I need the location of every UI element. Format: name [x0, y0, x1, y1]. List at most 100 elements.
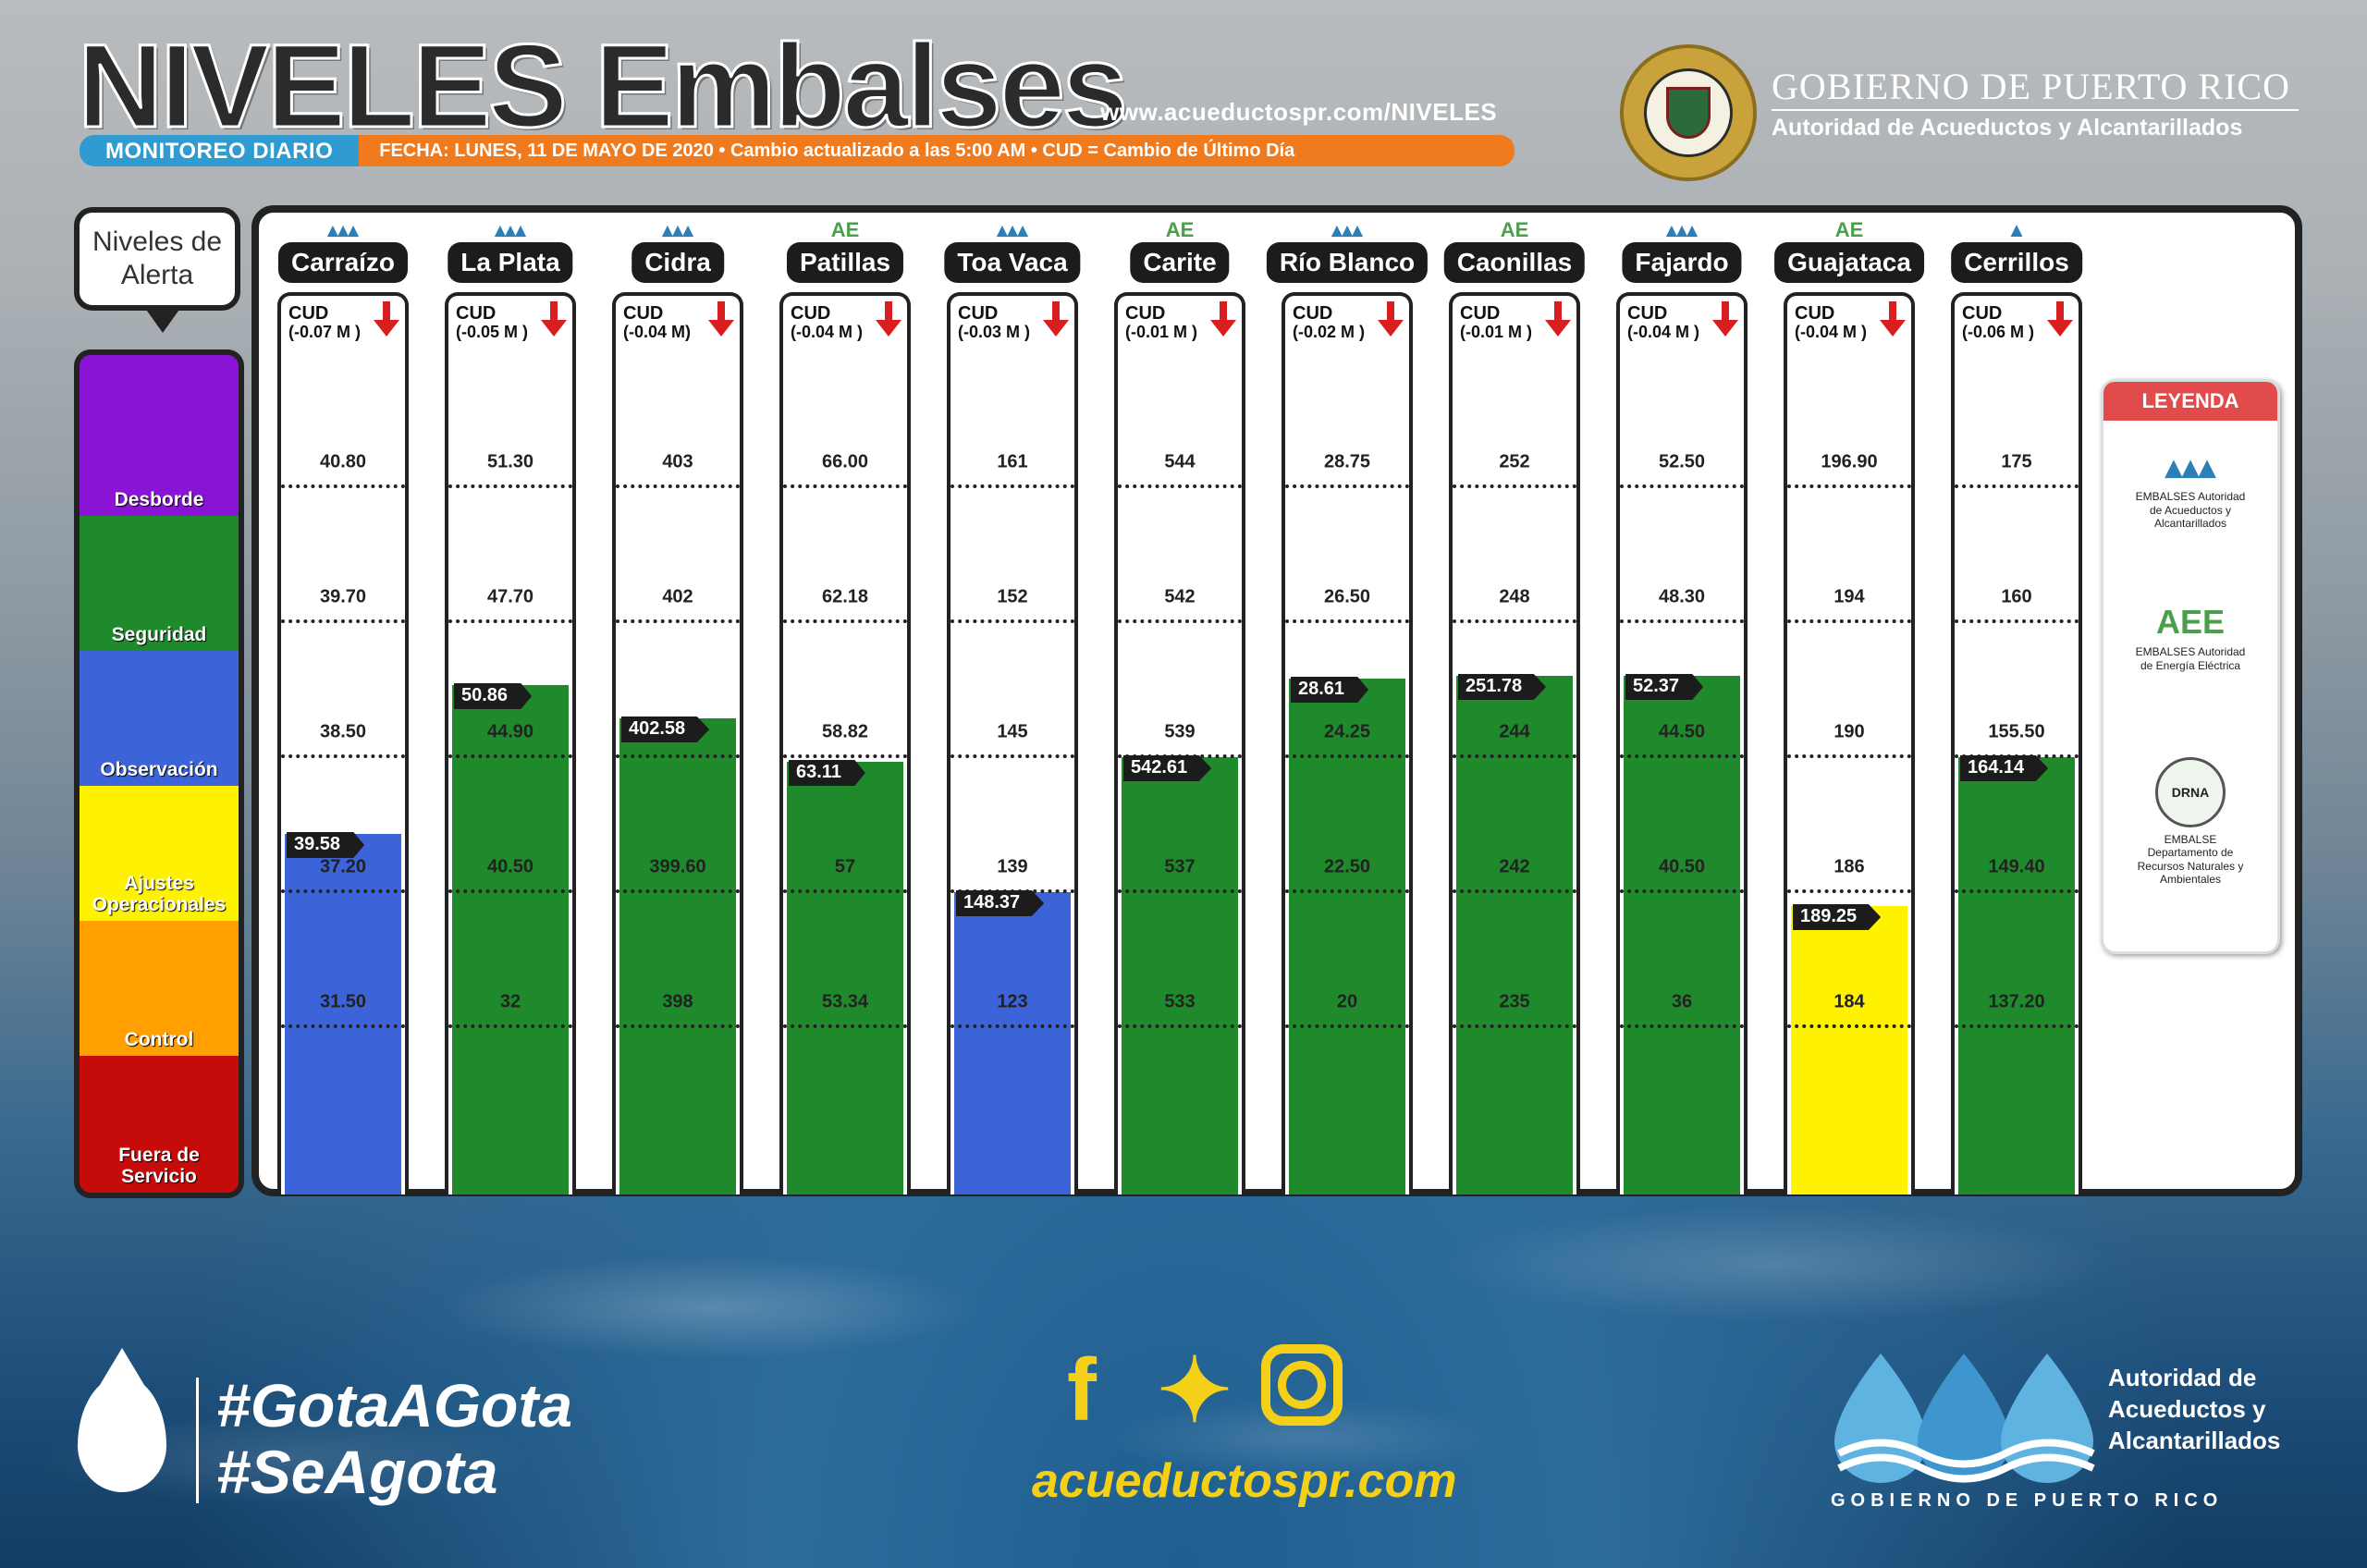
reservoir-name: Fajardo — [1622, 242, 1742, 283]
reservoir-name: La Plata — [448, 242, 573, 283]
threshold-value: 542 — [1164, 586, 1196, 607]
threshold-line — [1285, 619, 1409, 623]
threshold-line — [448, 1024, 572, 1028]
reservoir-tube: CUD (-0.02 M ) 28.75 26.50 24.25 22.50 20 28.61 — [1282, 292, 1413, 1194]
threshold-line — [281, 754, 405, 758]
threshold-line — [1453, 484, 1576, 488]
threshold-line — [448, 889, 572, 893]
threshold-line — [783, 484, 907, 488]
down-arrow-icon — [541, 301, 567, 338]
threshold-line — [281, 484, 405, 488]
reservoir-level-fill — [787, 762, 903, 1194]
reservoir-tube: CUD (-0.04 M ) 66.00 62.18 58.82 57 53.34 63.11 — [779, 292, 911, 1194]
alert-level-fuera-de-servicio: Fuera de Servicio — [80, 1056, 239, 1193]
threshold-line — [1955, 484, 2079, 488]
threshold-line — [1787, 754, 1911, 758]
reservoir-level-fill — [1624, 676, 1740, 1194]
cud-label: CUD — [1460, 303, 1501, 324]
aaa-footer-gov: GOBIERNO DE PUERTO RICO — [1831, 1490, 2224, 1511]
cud-change: (-0.05 M ) — [456, 323, 529, 341]
threshold-line — [950, 484, 1074, 488]
hashtag-gotaagota: #GotaAGota — [216, 1371, 573, 1439]
reservoir-tube: CUD (-0.04 M ) 52.50 48.30 44.50 40.50 36 52.37 — [1616, 292, 1748, 1194]
cud-change: (-0.03 M ) — [958, 323, 1031, 341]
threshold-value: 52.50 — [1658, 451, 1706, 472]
cud-change: (-0.02 M ) — [1293, 323, 1366, 341]
threshold-line — [1620, 619, 1744, 623]
cud-value: CUD (-0.04 M ) — [1795, 303, 1867, 342]
threshold-value: 160 — [2001, 586, 2032, 607]
header-url[interactable]: www.acueductospr.com/NIVELES — [1100, 98, 1498, 126]
threshold-value: 145 — [997, 721, 1028, 742]
aaa-icon: ▴▴▴ — [1331, 218, 1363, 241]
threshold-line — [1118, 1024, 1242, 1028]
twitter-icon[interactable]: ✦ — [1157, 1341, 1233, 1440]
reservoir-chart: ▴▴▴ Carraízo CUD (-0.07 M ) 40.80 39.70 38.50 3… — [251, 205, 2302, 1196]
threshold-line — [281, 889, 405, 893]
alert-level-observación: Observación — [80, 651, 239, 786]
threshold-value: 533 — [1164, 991, 1196, 1012]
threshold-value: 537 — [1164, 856, 1196, 877]
threshold-value: 194 — [1834, 586, 1865, 607]
threshold-value: 24.25 — [1323, 721, 1371, 742]
aee-logo-icon: AEE — [2155, 603, 2226, 641]
cud-value: CUD (-0.04 M) — [623, 303, 691, 342]
cud-change: (-0.01 M ) — [1125, 323, 1198, 341]
cud-label: CUD — [1293, 303, 1333, 324]
threshold-line — [281, 1024, 405, 1028]
threshold-line — [1787, 1024, 1911, 1028]
cud-label: CUD — [791, 303, 831, 324]
current-level-flag: 28.61 — [1291, 677, 1369, 703]
down-arrow-icon — [1545, 301, 1571, 338]
facebook-icon[interactable]: f — [1067, 1341, 1097, 1439]
threshold-value: 32 — [499, 991, 521, 1012]
threshold-line — [1118, 619, 1242, 623]
reservoir-level-fill — [1456, 676, 1573, 1194]
threshold-value: 161 — [997, 451, 1028, 472]
threshold-line — [616, 754, 740, 758]
threshold-line — [1453, 889, 1576, 893]
threshold-value: 123 — [997, 991, 1028, 1012]
drna-logo-icon: DRNA — [2155, 757, 2226, 827]
instagram-icon[interactable] — [1261, 1344, 1343, 1426]
government-seal-icon — [1620, 44, 1757, 181]
reservoir-name: Guajataca — [1774, 242, 1924, 283]
cud-value: CUD (-0.07 M ) — [288, 303, 361, 342]
gov-divider — [1772, 109, 2299, 111]
reservoir-tube: CUD (-0.01 M ) 544 542 539 537 533 542.61 — [1114, 292, 1245, 1194]
threshold-value: 62.18 — [821, 586, 869, 607]
current-level-flag: 542.61 — [1123, 755, 1212, 781]
aaa-line-2: Acueductos y — [2108, 1394, 2266, 1423]
legend-item-aee: AEE EMBALSES Autoridad de Energía Eléctr… — [2103, 602, 2277, 672]
alert-level-label: Seguridad — [111, 623, 207, 645]
footer-website[interactable]: acueductospr.com — [1032, 1454, 1457, 1508]
page-title: NIVELES Embalses — [77, 19, 1130, 154]
threshold-value: 58.82 — [821, 721, 869, 742]
cud-label: CUD — [456, 303, 497, 324]
threshold-line — [1285, 889, 1409, 893]
current-level-flag: 251.78 — [1458, 674, 1547, 700]
drna-icon: ▲ — [2006, 218, 2027, 241]
threshold-value: 48.30 — [1658, 586, 1706, 607]
aaa-icon: ▴▴▴ — [997, 218, 1028, 241]
current-level-flag: 164.14 — [1960, 755, 2049, 781]
threshold-line — [1955, 889, 2079, 893]
aaa-icon: ▴▴▴ — [662, 218, 693, 241]
threshold-line — [1453, 754, 1576, 758]
threshold-line — [783, 619, 907, 623]
threshold-line — [950, 754, 1074, 758]
current-level-flag: 39.58 — [287, 832, 365, 858]
threshold-line — [783, 754, 907, 758]
alert-levels-title: Niveles de Alerta — [74, 207, 240, 333]
reservoir-tube: CUD (-0.07 M ) 40.80 39.70 38.50 37.20 31.50 39… — [277, 292, 409, 1194]
down-arrow-icon — [708, 301, 734, 338]
reservoir-name: Río Blanco — [1266, 242, 1429, 283]
alert-level-label: Ajustes Operacionales — [92, 872, 227, 915]
down-arrow-icon — [1880, 301, 1906, 338]
threshold-line — [616, 484, 740, 488]
aaa-line-3: Alcantarillados — [2108, 1426, 2281, 1454]
footer-divider — [196, 1378, 199, 1503]
cud-value: CUD (-0.04 M ) — [791, 303, 863, 342]
cud-change: (-0.06 M ) — [1962, 323, 2035, 341]
threshold-value: 137.20 — [1988, 991, 2045, 1012]
